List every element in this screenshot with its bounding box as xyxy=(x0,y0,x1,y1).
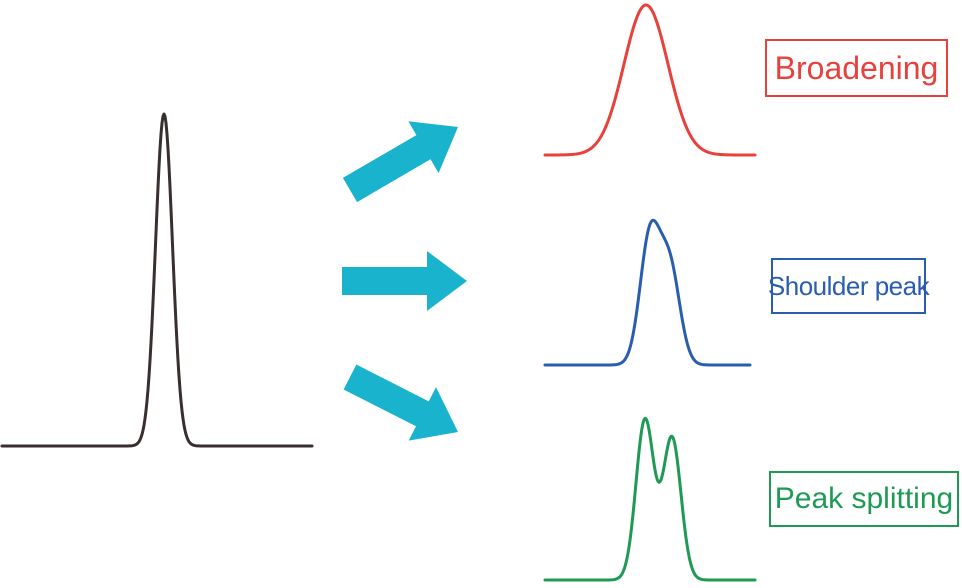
peak-splitting-curve xyxy=(543,416,757,582)
shoulder-peak-curve xyxy=(543,218,752,367)
shoulder-peak-label: Shoulder peak xyxy=(768,258,930,314)
original-peak-curve xyxy=(0,112,314,448)
broadening-peak-curve xyxy=(543,3,757,157)
arrow-to-broadening xyxy=(342,121,458,203)
arrow-to-shoulder-peak xyxy=(342,251,467,311)
broadening-label: Broadening xyxy=(765,39,948,97)
peak-splitting-label: Peak splitting xyxy=(769,471,959,527)
arrow-to-peak-splitting xyxy=(343,364,458,441)
